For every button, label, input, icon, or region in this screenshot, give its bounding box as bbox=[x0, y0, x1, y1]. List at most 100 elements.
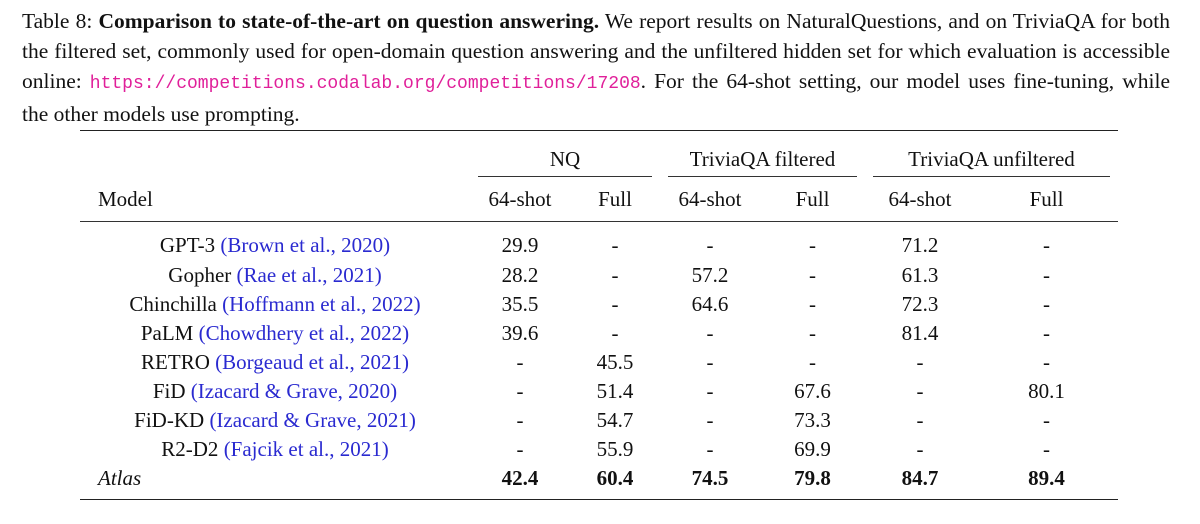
model-cell: Gopher (Rae et al., 2021) bbox=[80, 261, 470, 290]
value-cell: 74.5 bbox=[691, 466, 729, 490]
table-row: RETRO (Borgeaud et al., 2021) - 45.5 - - - - bbox=[80, 348, 1118, 377]
model-name: GPT-3 bbox=[159, 233, 216, 257]
model-cell: R2-D2 (Fajcik et al., 2021) bbox=[80, 435, 470, 464]
table-row: Chinchilla (Hoffmann et al., 2022) 35.5 - 6… bbox=[80, 290, 1118, 319]
value-cell: - bbox=[809, 350, 816, 374]
caption-url[interactable]: https://competitions.codalab.org/competi… bbox=[89, 74, 641, 94]
value-cell: - bbox=[809, 292, 816, 316]
value-cell: 28.2 bbox=[501, 263, 539, 287]
value-cell: - bbox=[916, 437, 924, 461]
model-cell: GPT-3 (Brown et al., 2020) bbox=[80, 222, 470, 262]
value-cell: - bbox=[809, 233, 816, 257]
column-header: Full bbox=[760, 177, 865, 222]
citation[interactable]: (Izacard & Grave, 2020) bbox=[190, 379, 398, 403]
value-cell: - bbox=[916, 350, 924, 374]
value-cell: - bbox=[516, 350, 524, 374]
citation[interactable]: (Hoffmann et al., 2022) bbox=[222, 292, 421, 316]
value-cell: - bbox=[1043, 233, 1050, 257]
value-cell: - bbox=[1043, 437, 1050, 461]
model-name: RETRO bbox=[141, 350, 210, 374]
value-cell: - bbox=[611, 233, 619, 257]
value-cell: 55.9 bbox=[596, 437, 634, 461]
value-cell: 57.2 bbox=[691, 263, 729, 287]
citation[interactable]: (Brown et al., 2020) bbox=[220, 233, 391, 257]
value-cell: 45.5 bbox=[596, 350, 634, 374]
value-cell: - bbox=[1043, 263, 1050, 287]
value-cell: - bbox=[516, 437, 524, 461]
value-cell: 60.4 bbox=[596, 466, 634, 490]
model-name: FiD-KD bbox=[134, 408, 205, 432]
value-cell: - bbox=[706, 408, 714, 432]
column-header: Model bbox=[80, 177, 470, 222]
group-label: TriviaQA unfiltered bbox=[873, 147, 1110, 177]
citation[interactable]: (Rae et al., 2021) bbox=[236, 263, 382, 287]
value-cell: 73.3 bbox=[794, 408, 831, 432]
table-row: FiD-KD (Izacard & Grave, 2021) - 54.7 - 73.3… bbox=[80, 406, 1118, 435]
citation[interactable]: (Borgeaud et al., 2021) bbox=[215, 350, 409, 374]
model-cell: Atlas bbox=[80, 464, 470, 500]
value-cell: - bbox=[706, 321, 714, 345]
value-cell: - bbox=[1043, 292, 1050, 316]
value-cell: 71.2 bbox=[901, 233, 939, 257]
model-cell: FiD (Izacard & Grave, 2020) bbox=[80, 377, 470, 406]
value-cell: 81.4 bbox=[901, 321, 939, 345]
model-name: Atlas bbox=[98, 466, 142, 490]
value-cell: - bbox=[809, 321, 816, 345]
value-cell: - bbox=[516, 408, 524, 432]
value-cell: - bbox=[1043, 408, 1050, 432]
value-cell: - bbox=[1043, 321, 1050, 345]
table-row: Gopher (Rae et al., 2021) 28.2 - 57.2 - 61.3 - bbox=[80, 261, 1118, 290]
value-cell: 35.5 bbox=[501, 292, 539, 316]
caption-text-end: . For the 64-shot setting, our model use… bbox=[22, 69, 1171, 126]
value-cell: - bbox=[706, 233, 714, 257]
group-header: NQ bbox=[470, 131, 660, 177]
value-cell: 51.4 bbox=[596, 379, 634, 403]
column-header: 64-shot bbox=[865, 177, 975, 222]
table-row: FiD (Izacard & Grave, 2020) - 51.4 - 67.6 - 80… bbox=[80, 377, 1118, 406]
value-cell: - bbox=[611, 263, 619, 287]
table-row: Atlas 42.4 60.4 74.5 79.8 84.7 89.4 bbox=[80, 464, 1118, 500]
value-cell: 42.4 bbox=[501, 466, 539, 490]
caption-title: Comparison to state-of-the-art on questi… bbox=[98, 9, 600, 33]
group-header-row: NQ TriviaQA filtered TriviaQA unfiltered bbox=[80, 131, 1118, 177]
results-table: NQ TriviaQA filtered TriviaQA unfiltered M… bbox=[80, 130, 1118, 500]
value-cell: - bbox=[611, 321, 619, 345]
value-cell: - bbox=[916, 379, 924, 403]
caption-label: Table 8: bbox=[22, 9, 93, 33]
value-cell: 39.6 bbox=[501, 321, 539, 345]
value-cell: - bbox=[706, 437, 714, 461]
column-header: 64-shot bbox=[660, 177, 760, 222]
citation[interactable]: (Izacard & Grave, 2021) bbox=[209, 408, 416, 432]
model-cell: PaLM (Chowdhery et al., 2022) bbox=[80, 319, 470, 348]
value-cell: 29.9 bbox=[501, 233, 539, 257]
column-header: 64-shot bbox=[470, 177, 570, 222]
group-label: TriviaQA filtered bbox=[668, 147, 857, 177]
table-row: PaLM (Chowdhery et al., 2022) 39.6 - - - 81.4… bbox=[80, 319, 1118, 348]
group-header: TriviaQA unfiltered bbox=[865, 131, 1118, 177]
value-cell: 89.4 bbox=[1028, 466, 1065, 490]
value-cell: - bbox=[516, 379, 524, 403]
value-cell: - bbox=[916, 408, 924, 432]
value-cell: 64.6 bbox=[691, 292, 729, 316]
value-cell: - bbox=[809, 263, 816, 287]
group-header: TriviaQA filtered bbox=[660, 131, 865, 177]
model-cell: Chinchilla (Hoffmann et al., 2022) bbox=[80, 290, 470, 319]
column-header-row: Model 64-shot Full 64-shot Full 64-shot Full bbox=[80, 177, 1118, 222]
model-name: Chinchilla bbox=[129, 292, 217, 316]
model-name: PaLM bbox=[140, 321, 194, 345]
value-cell: 67.6 bbox=[794, 379, 831, 403]
caption-text: We report results on NaturalQuestions, a… bbox=[22, 9, 1170, 93]
model-cell: FiD-KD (Izacard & Grave, 2021) bbox=[80, 406, 470, 435]
value-cell: - bbox=[611, 292, 619, 316]
table-row: GPT-3 (Brown et al., 2020) 29.9 - - - 71.2 - bbox=[80, 222, 1118, 262]
citation[interactable]: (Chowdhery et al., 2022) bbox=[198, 321, 410, 345]
value-cell: - bbox=[1043, 350, 1050, 374]
model-name: Gopher bbox=[168, 263, 232, 287]
table-row: R2-D2 (Fajcik et al., 2021) - 55.9 - 69.9 - - bbox=[80, 435, 1118, 464]
value-cell: 80.1 bbox=[1028, 379, 1065, 403]
column-header: Full bbox=[975, 177, 1118, 222]
citation[interactable]: (Fajcik et al., 2021) bbox=[223, 437, 389, 461]
value-cell: 69.9 bbox=[794, 437, 831, 461]
caption: Table 8: Comparison to state-of-the-art … bbox=[22, 6, 1170, 129]
value-cell: 79.8 bbox=[794, 466, 831, 490]
